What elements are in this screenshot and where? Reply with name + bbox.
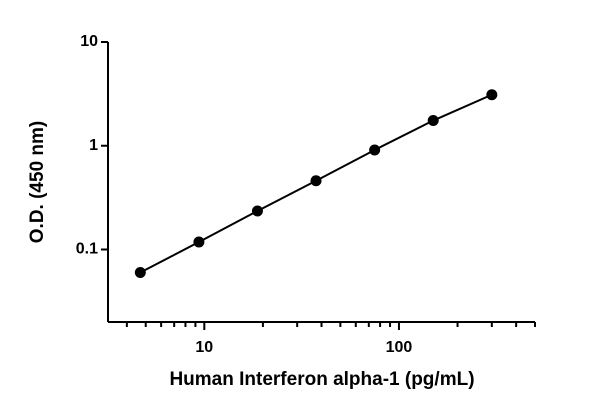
point — [486, 89, 498, 101]
y-axis-label: O.D. (450 nm) — [27, 121, 48, 243]
point — [369, 144, 381, 156]
y-tick-label: 0.1 — [76, 241, 98, 258]
x-tick-label: 10 — [195, 339, 213, 356]
y-tick-label: 10 — [80, 33, 98, 50]
x-axis-label: Human Interferon alpha-1 (pg/mL) — [169, 369, 474, 390]
x-tick-label: 100 — [386, 339, 413, 356]
point — [310, 175, 322, 187]
y-tick-label: 1 — [89, 137, 98, 154]
point — [134, 267, 146, 279]
point — [427, 115, 439, 127]
point — [193, 236, 205, 248]
point — [251, 205, 263, 217]
